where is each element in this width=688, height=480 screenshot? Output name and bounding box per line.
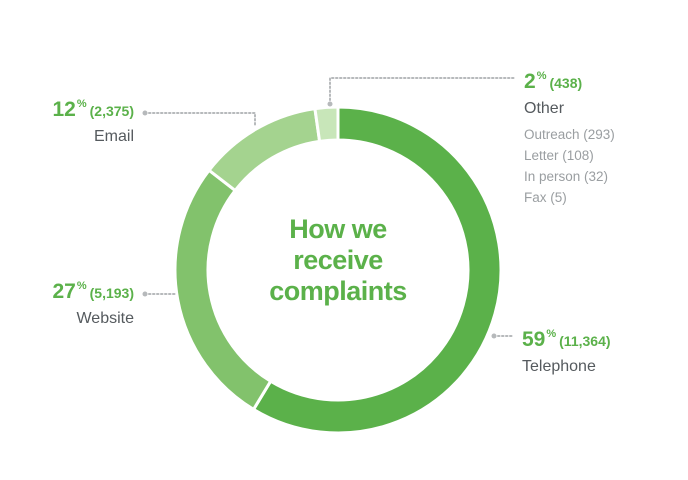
- label-telephone: 59% (11,364) Telephone: [522, 328, 611, 376]
- other-breakdown-item: Fax (5): [524, 190, 567, 205]
- other-breakdown-item: Outreach (293): [524, 127, 615, 142]
- slice-other: [313, 105, 340, 144]
- other-name: Other: [524, 100, 565, 117]
- website-percent: 27%: [52, 280, 87, 303]
- other-breakdown-item: In person (32): [524, 169, 609, 184]
- email-name: Email: [93, 128, 134, 145]
- leader-dot-email: [142, 110, 148, 116]
- website-count: (5,193): [89, 285, 134, 301]
- telephone-name: Telephone: [522, 358, 596, 375]
- telephone-percent: 59%: [522, 328, 557, 351]
- leader-dot-website: [142, 291, 148, 297]
- label-other: 2% (438) Other Outreach (293) Letter (108…: [524, 70, 615, 208]
- leader-dot-other: [327, 101, 333, 107]
- chart-title-line-1: How we: [289, 214, 387, 244]
- leader-line-other: [329, 77, 515, 105]
- chart-title-line-3: complaints: [269, 276, 407, 306]
- email-count: (2,375): [89, 103, 134, 119]
- leader-dot-telephone: [491, 333, 497, 339]
- other-breakdown-item: Letter (108): [524, 148, 594, 163]
- chart-title: How we receive complaints: [238, 214, 438, 307]
- label-email: 12% (2,375) Email: [53, 98, 135, 146]
- email-percent: 12%: [52, 98, 87, 121]
- other-breakdown: Outreach (293) Letter (108) In person (3…: [524, 124, 615, 208]
- website-name: Website: [76, 310, 134, 327]
- label-website: 27% (5,193) Website: [53, 280, 135, 328]
- slice-telephone: [251, 105, 503, 435]
- leader-line-email: [144, 112, 256, 127]
- other-count: (438): [549, 75, 583, 91]
- other-percent: 2%: [524, 70, 547, 93]
- chart-title-line-2: receive: [293, 245, 383, 275]
- slice-email: [206, 106, 322, 193]
- telephone-count: (11,364): [559, 333, 611, 349]
